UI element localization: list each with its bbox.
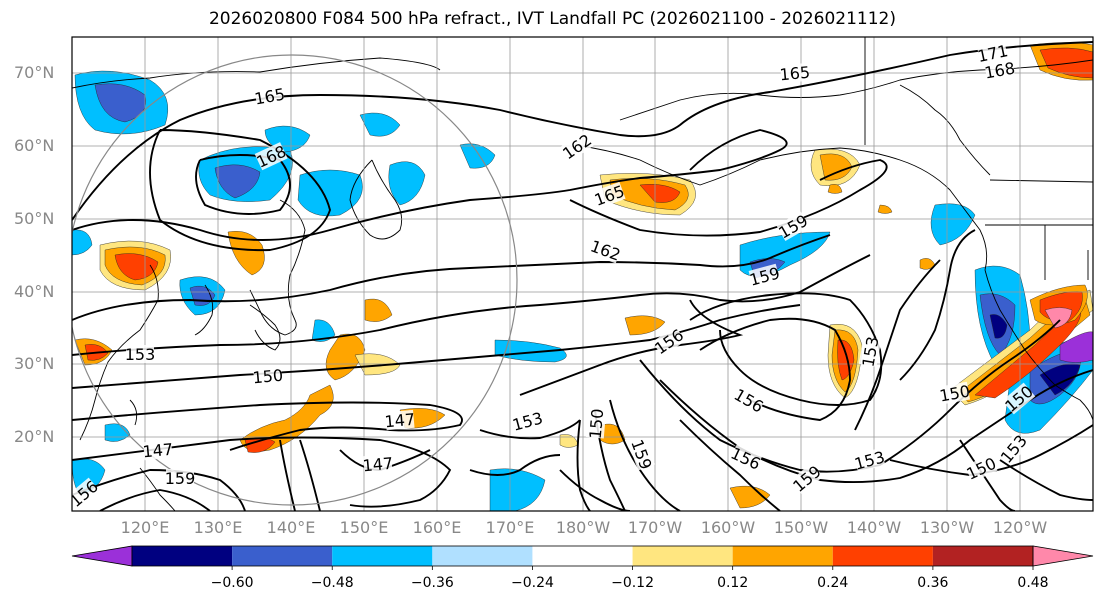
field-blob (930, 203, 976, 246)
field-blob (359, 112, 401, 137)
colorbar-tick-label: 0.24 (817, 575, 849, 591)
lon-label: 160°W (700, 518, 756, 537)
colorbar-tick-label: 0.48 (1017, 575, 1049, 591)
colorbar (71, 545, 1094, 570)
field-blob (297, 169, 363, 217)
field-blob (1044, 307, 1073, 329)
contour-label: 153 (859, 335, 883, 368)
lon-label: 130°E (193, 518, 243, 537)
field-blob (227, 231, 265, 276)
field-blob (114, 253, 159, 281)
contour-label: 147 (362, 454, 394, 476)
contour-label: 162 (559, 130, 595, 163)
map-title: 2026020800 F084 500 hPa refract., IVT La… (208, 9, 896, 29)
contour-label: 156 (731, 385, 767, 417)
colorbar-segment (332, 546, 433, 566)
field-blob (388, 161, 426, 206)
lat-label: 70°N (14, 63, 55, 82)
colorbar-tick-label: −0.36 (410, 575, 454, 591)
colorbar-segment (432, 546, 533, 566)
colorbar-segment (232, 546, 333, 566)
contour-label: 165 (253, 85, 286, 109)
colorbar-tick-label: −0.24 (510, 575, 554, 591)
field-blob (559, 434, 579, 448)
lon-label: 150°W (773, 518, 829, 537)
lon-label: 170°E (485, 518, 535, 537)
map-frame (71, 36, 1094, 512)
coastlines (72, 37, 1093, 511)
contour-label: 153 (852, 447, 886, 473)
contour-label: 150 (964, 454, 1000, 484)
colorbar-tick-label: −0.12 (611, 575, 654, 591)
colorbar-extend-high (1032, 545, 1094, 567)
lat-label: 50°N (14, 209, 55, 228)
field-blob (1039, 47, 1093, 79)
contour-label: 147 (142, 440, 174, 462)
lon-label: 130°W (919, 518, 975, 537)
colorbar-segment (632, 546, 733, 566)
contour-label: 150 (586, 408, 608, 440)
lon-label: 120°E (120, 518, 170, 537)
contour-label: 153 (510, 408, 544, 434)
contour-label: 159 (789, 462, 825, 496)
lat-lon-grid (72, 37, 1093, 511)
contour-label: 159 (165, 469, 196, 488)
colorbar-tick-label: −0.60 (210, 575, 254, 591)
colorbar-tick-label: −0.48 (310, 575, 354, 591)
field-blob (827, 184, 843, 194)
field-blob (877, 204, 893, 214)
lat-label: 40°N (14, 282, 55, 301)
colorbar-segment (532, 546, 633, 566)
contour-label: 168 (983, 59, 1016, 83)
contour-label: 150 (252, 366, 284, 388)
colorbar-tick-label: 0.12 (717, 575, 749, 591)
lon-label: 140°E (266, 518, 316, 537)
lat-label: 60°N (14, 136, 55, 155)
lon-label: 160°E (412, 518, 462, 537)
field-blob (72, 229, 93, 256)
lat-label: 30°N (14, 354, 55, 373)
colorbar-segment (832, 546, 933, 566)
landfall-circle (72, 54, 518, 506)
lon-label: 180°W (555, 518, 611, 537)
field-blob (989, 314, 1008, 339)
colorbar-segment (732, 546, 833, 566)
field-blob (624, 315, 666, 336)
field-blob (494, 339, 567, 363)
field-blob (459, 143, 496, 169)
lat-label: 20°N (14, 427, 55, 446)
contour-label: 147 (384, 410, 416, 432)
contour-label: 159 (627, 437, 655, 472)
colorbar-extend-low (71, 545, 133, 567)
contour-label: 156 (651, 325, 687, 358)
colorbar-tick-label: 0.36 (917, 575, 949, 591)
lon-label: 120°W (992, 518, 1048, 537)
contour-label: 165 (779, 63, 811, 85)
field-blob (311, 319, 336, 342)
lon-label: 150°E (339, 518, 389, 537)
contour-label: 162 (588, 236, 623, 264)
colorbar-segment (132, 546, 233, 566)
field-blob (489, 468, 546, 511)
field-blob (729, 485, 771, 509)
colorbar-segment (932, 546, 1033, 566)
contour-label: 153 (125, 345, 156, 364)
height-contours (72, 41, 1093, 511)
field-blob (214, 164, 261, 199)
lon-label: 170°W (627, 518, 683, 537)
field-blob (364, 298, 393, 322)
lon-label: 140°W (846, 518, 902, 537)
field-blob (1059, 331, 1093, 363)
